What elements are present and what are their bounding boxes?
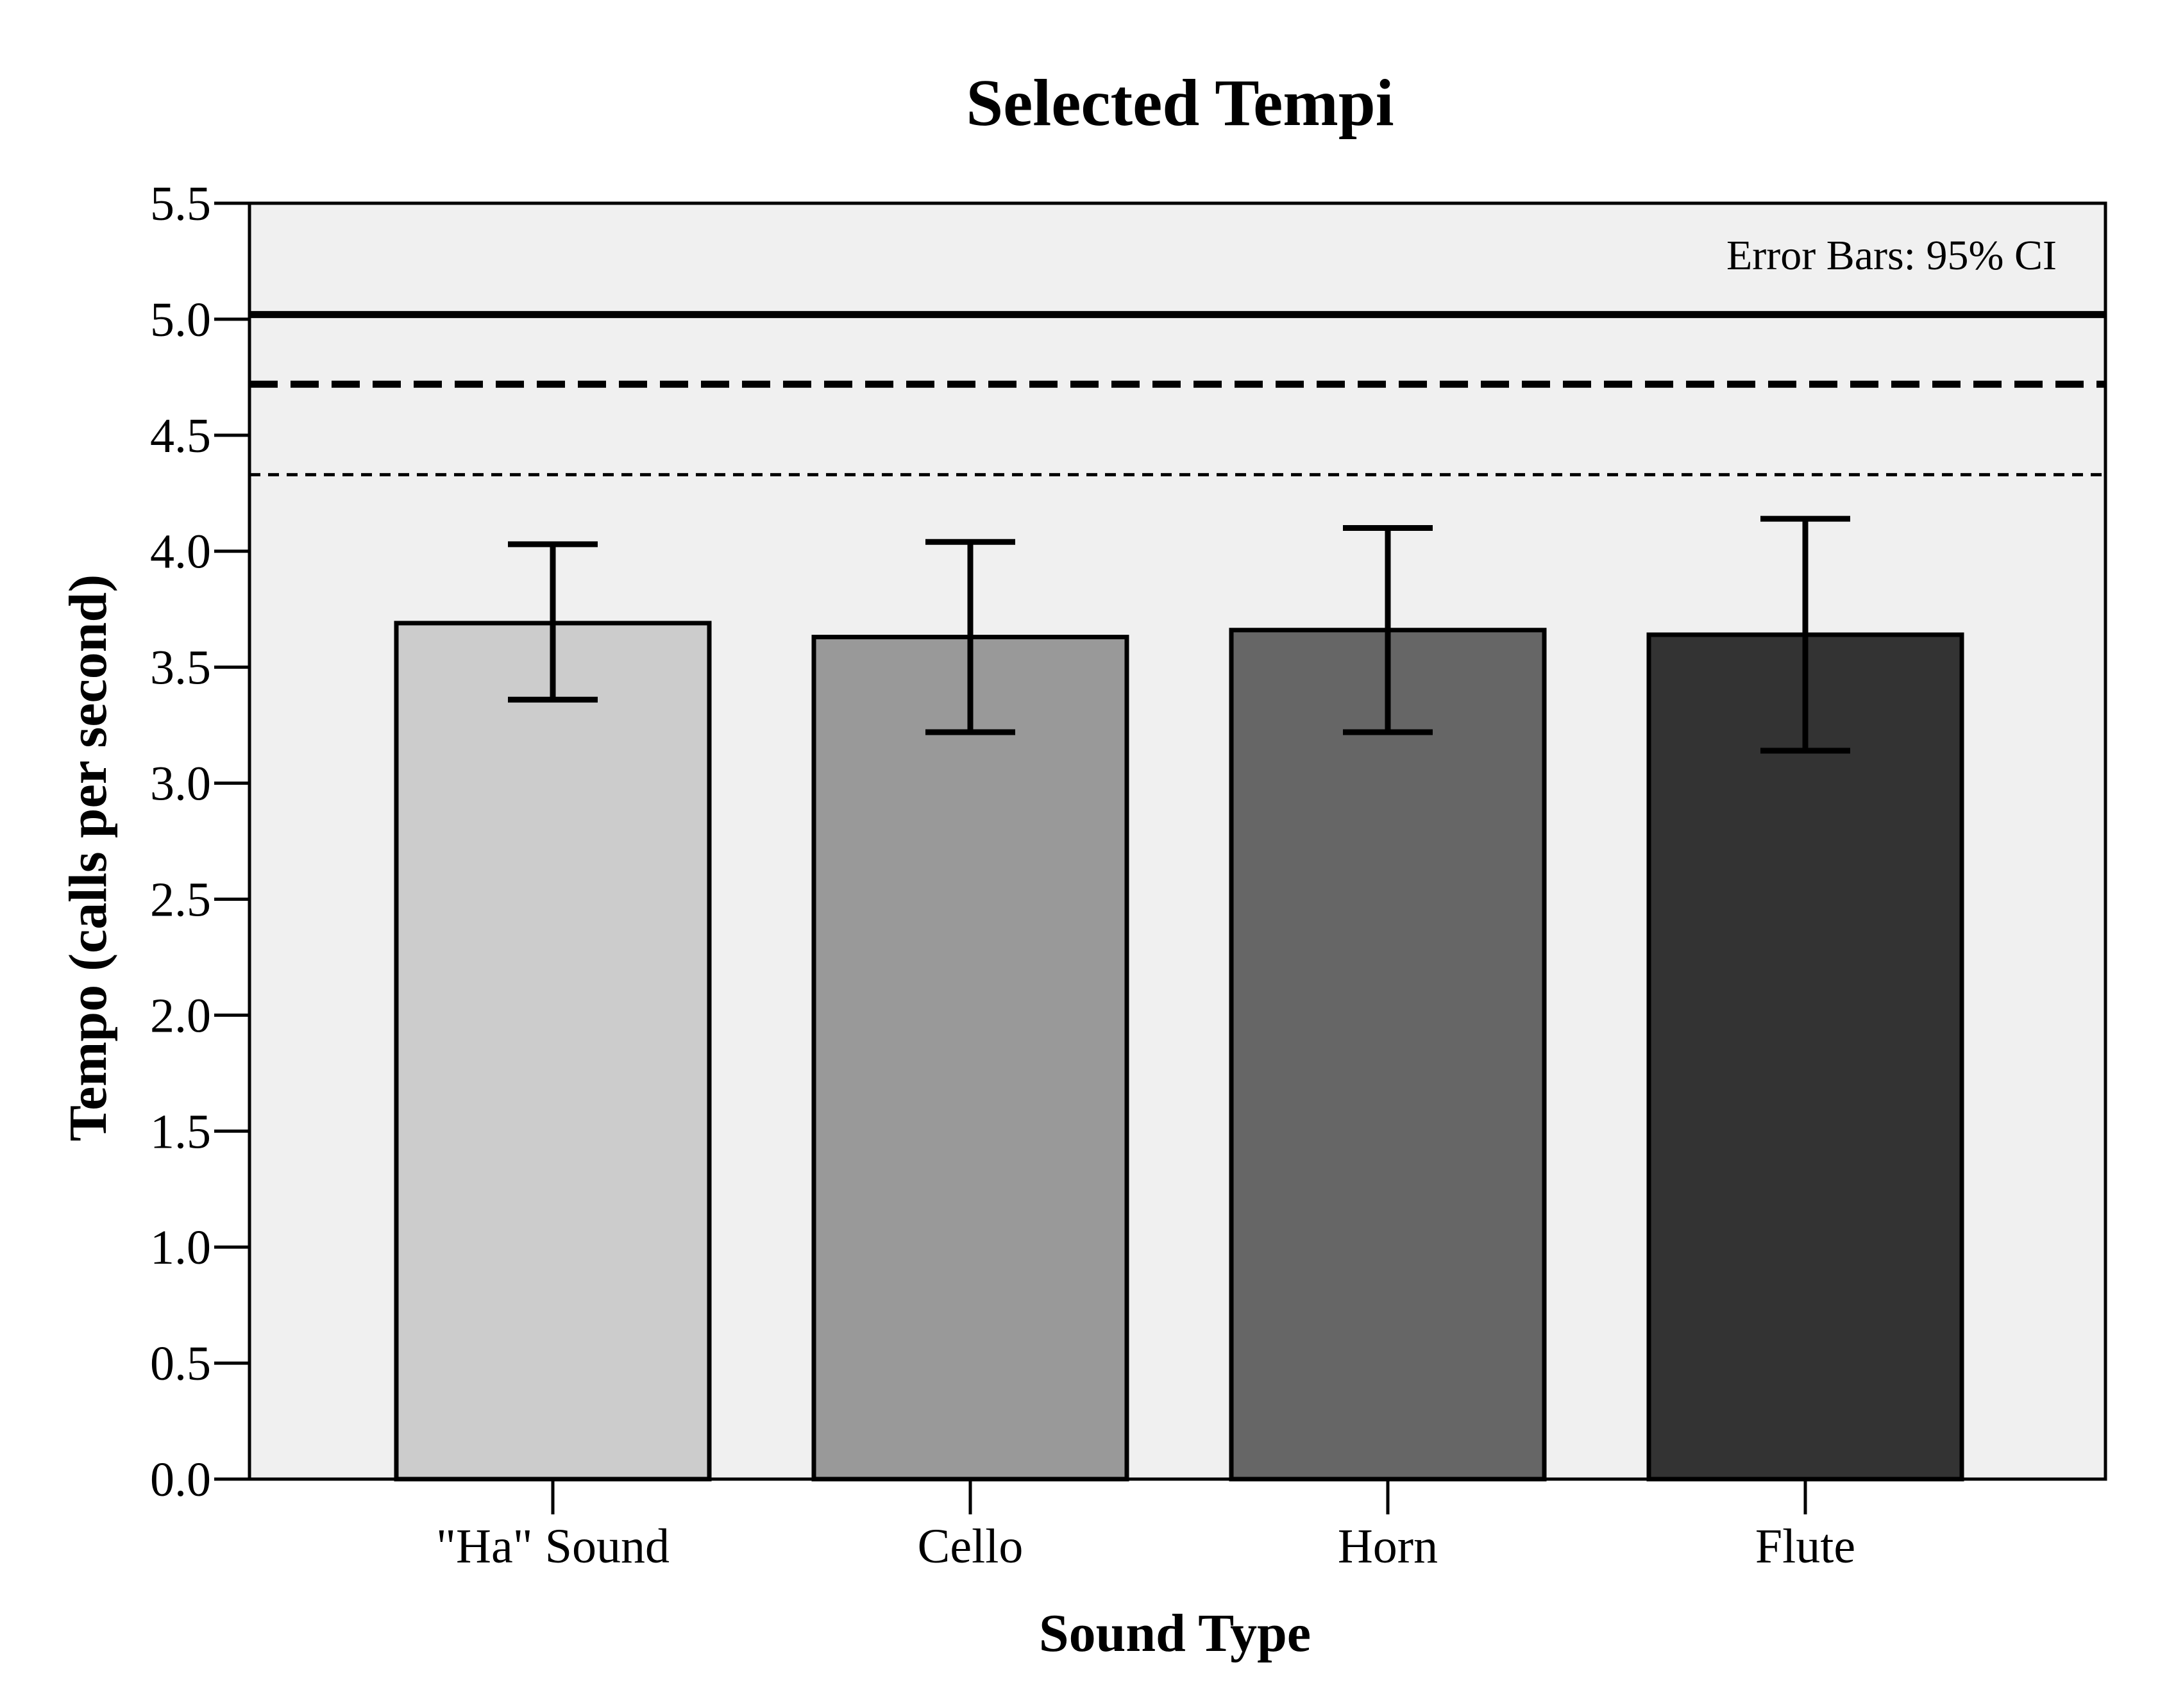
y-tick-label-10: 5.0 bbox=[150, 293, 211, 347]
bar-3 bbox=[1229, 628, 1547, 1482]
x-tick-label-3: Horn bbox=[1338, 1520, 1438, 1573]
bar-4 bbox=[1646, 632, 1964, 1482]
x-axis-title: Sound Type bbox=[1039, 1603, 1311, 1663]
y-axis-ticks: 0.0 0.5 1.0 1.5 2.0 2.5 3.0 3.5 4.0 4.5 5.0 5.5 bbox=[150, 177, 249, 1507]
plot-frame bbox=[248, 201, 2107, 1481]
y-axis-title: Tempo (calls per second) bbox=[58, 574, 118, 1141]
x-tick-label-1: "Ha" Sound bbox=[436, 1520, 670, 1573]
bar-1 bbox=[394, 621, 712, 1482]
bar-2 bbox=[811, 635, 1129, 1482]
reference-lines bbox=[249, 311, 2105, 476]
y-tick-label-2: 1.0 bbox=[150, 1221, 211, 1275]
chart-title: Selected Tempi bbox=[966, 66, 1394, 140]
x-tick-label-2: Cello bbox=[918, 1520, 1024, 1573]
y-tick-label-0: 0.0 bbox=[150, 1453, 211, 1507]
y-tick-label-8: 4.0 bbox=[150, 525, 211, 579]
error-bars-group bbox=[508, 515, 1850, 754]
y-tick-label-1: 0.5 bbox=[150, 1337, 211, 1391]
x-tick-label-4: Flute bbox=[1755, 1520, 1855, 1573]
bars-group bbox=[394, 621, 1964, 1482]
y-tick-label-4: 2.0 bbox=[150, 989, 211, 1042]
x-axis-ticks: "Ha" Sound Cello Horn Flute bbox=[436, 1479, 1855, 1573]
error-bars-note: Error Bars: 95% CI bbox=[1726, 232, 2057, 279]
y-tick-label-3: 1.5 bbox=[150, 1105, 211, 1159]
y-tick-label-6: 3.0 bbox=[150, 757, 211, 811]
y-tick-label-5: 2.5 bbox=[150, 873, 211, 926]
y-tick-label-9: 4.5 bbox=[150, 409, 211, 463]
y-tick-label-11: 5.5 bbox=[150, 177, 211, 231]
y-tick-label-7: 3.5 bbox=[150, 641, 211, 695]
